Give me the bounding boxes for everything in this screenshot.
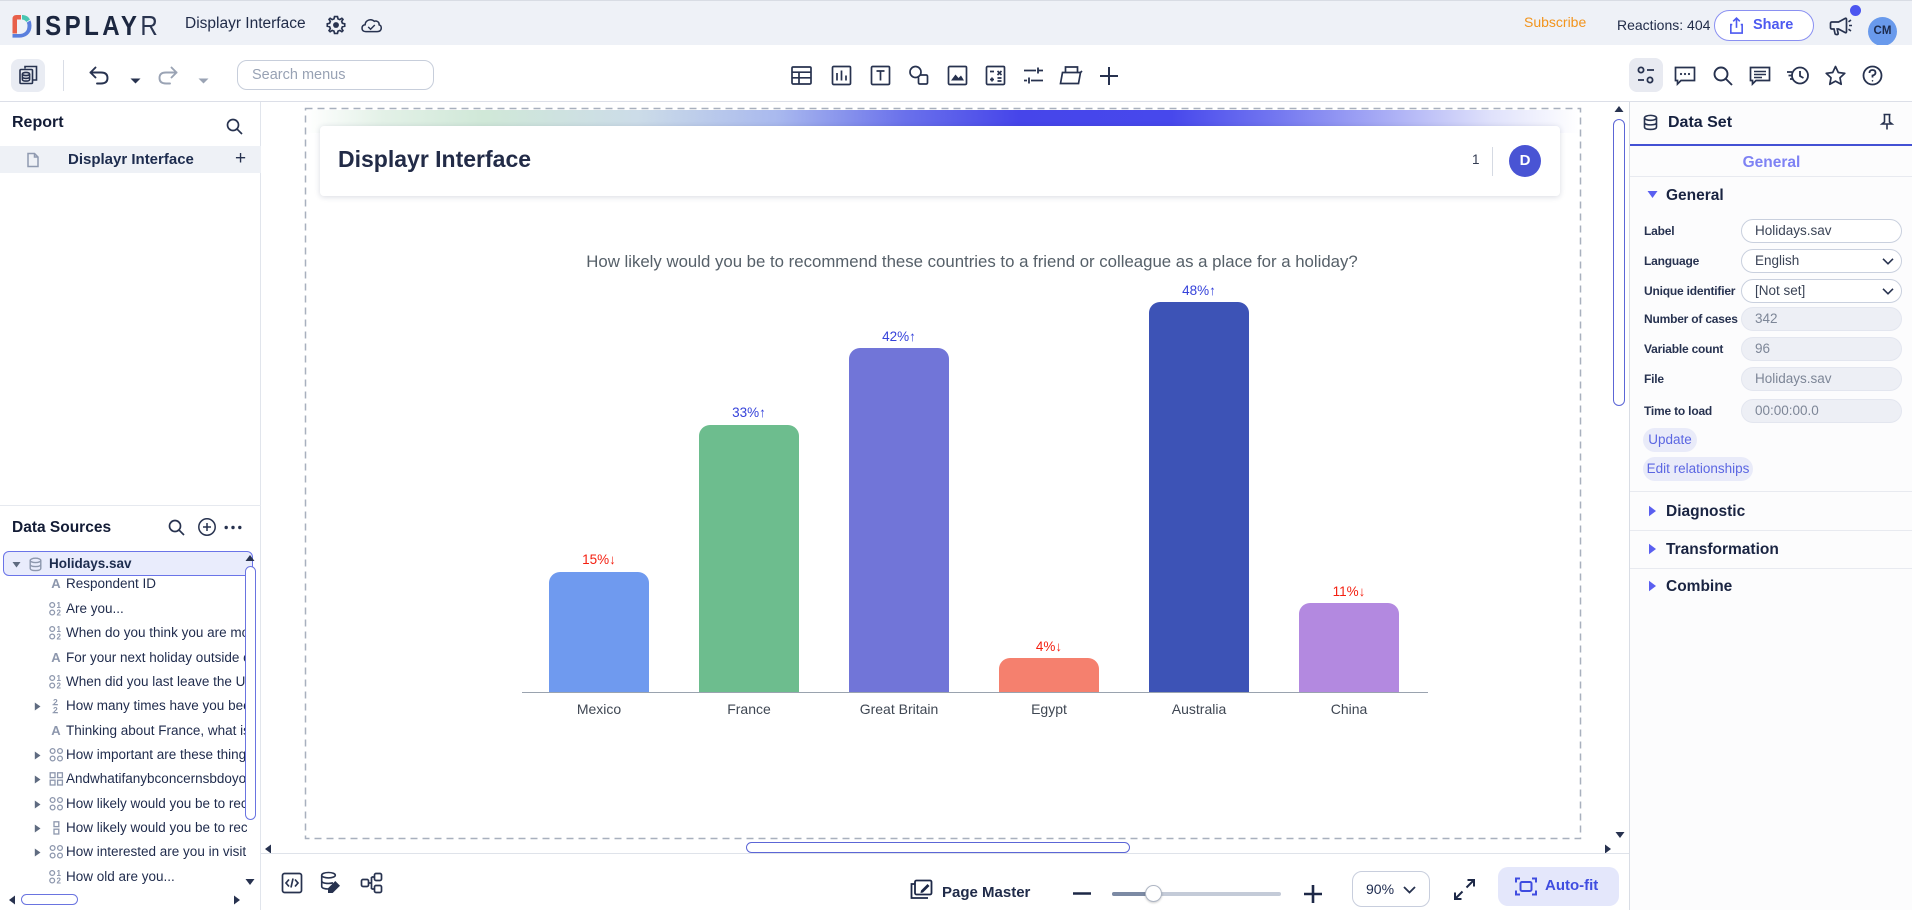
svg-text:2: 2 bbox=[57, 682, 62, 690]
svg-text:2: 2 bbox=[57, 633, 62, 641]
svg-text:2: 2 bbox=[53, 705, 58, 714]
svg-text:1: 1 bbox=[57, 869, 62, 878]
svg-text:1: 1 bbox=[57, 625, 62, 634]
svg-text:2: 2 bbox=[53, 698, 58, 707]
svg-text:1: 1 bbox=[57, 601, 62, 610]
svg-text:1: 1 bbox=[57, 674, 62, 683]
svg-text:2: 2 bbox=[57, 877, 62, 885]
svg-text:2: 2 bbox=[57, 609, 62, 617]
